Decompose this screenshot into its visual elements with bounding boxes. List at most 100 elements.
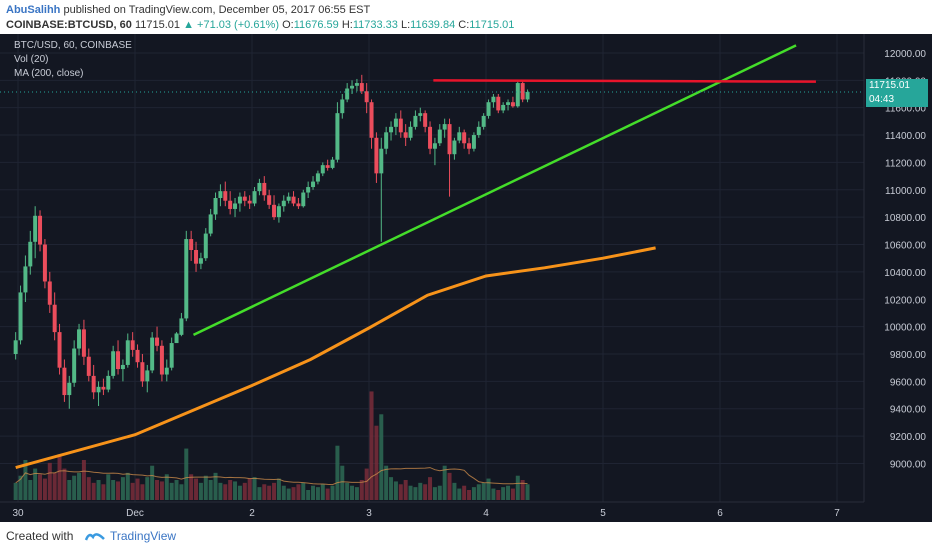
candle-body <box>213 198 218 215</box>
candle-body <box>320 165 325 174</box>
candle-body <box>257 182 262 192</box>
volume-bar <box>496 490 501 500</box>
candle-body <box>72 348 77 383</box>
volume-bar <box>198 482 203 500</box>
volume-bar <box>189 474 194 500</box>
candle-body <box>13 340 18 354</box>
candle-body <box>423 113 428 127</box>
volume-bar <box>111 480 116 500</box>
resistance-line <box>433 79 816 83</box>
volume-bar <box>77 472 82 500</box>
volume-bar <box>281 485 286 500</box>
candle-body <box>452 140 457 155</box>
candle-body <box>23 266 28 293</box>
candle-body <box>340 99 345 114</box>
candle-body <box>242 196 247 201</box>
volume-bar <box>354 487 359 500</box>
volume-bar <box>194 478 199 500</box>
candle-body <box>437 129 442 144</box>
volume-bar <box>62 468 67 500</box>
candle-body <box>325 165 330 168</box>
volume-legend[interactable]: Vol (20) <box>14 54 49 65</box>
candle-body <box>413 115 418 127</box>
volume-bar <box>423 484 428 500</box>
candle-body <box>247 200 252 204</box>
volume-bar <box>286 488 291 500</box>
open-value: 11676.59 <box>293 19 339 31</box>
volume-bar <box>33 468 38 500</box>
publish-info: published on TradingView.com, December 0… <box>63 4 371 16</box>
time-tick-label: 5 <box>600 508 606 519</box>
candle-body <box>116 351 121 370</box>
candle-body <box>91 375 96 393</box>
time-tick-label: 3 <box>366 508 372 519</box>
volume-ma-line <box>15 467 528 486</box>
volume-bar <box>130 482 135 500</box>
candle-body <box>525 91 530 100</box>
candle-body <box>228 200 233 209</box>
candle-body <box>28 241 33 267</box>
candle-body <box>354 83 359 86</box>
support-trendline <box>192 44 797 336</box>
volume-bar <box>506 485 511 500</box>
candle-body <box>364 91 369 103</box>
volume-bar <box>276 478 281 500</box>
volume-bar <box>223 484 228 500</box>
volume-bar <box>179 484 184 500</box>
tradingview-link[interactable]: TradingView <box>110 529 177 543</box>
price-tick-label: 9000.00 <box>890 459 927 470</box>
price-tick-label: 11400.00 <box>885 131 926 142</box>
candle-body <box>393 118 398 127</box>
volume-bar <box>330 485 335 500</box>
candle-body <box>496 96 501 111</box>
volume-bar <box>150 465 155 500</box>
volume-bar <box>267 485 272 500</box>
volume-bar <box>457 488 462 500</box>
price-chart[interactable]: 9000.00 9200.00 9400.00 9600.00 9800.00 10000… <box>0 34 932 522</box>
volume-bar <box>374 425 379 500</box>
candle-body <box>174 333 179 344</box>
volume-bar <box>72 475 77 500</box>
candle-body <box>106 375 111 390</box>
candle-body <box>42 244 47 282</box>
volume-bar <box>169 482 174 500</box>
candle-body <box>101 386 106 390</box>
volume-bar <box>291 487 296 500</box>
volume-bar <box>120 477 125 500</box>
candle-body <box>276 206 281 218</box>
volume-bar <box>164 474 169 500</box>
volume-bar <box>86 477 91 500</box>
ma-legend[interactable]: MA (200, close) <box>14 68 84 79</box>
volume-bar <box>437 485 442 500</box>
volume-bar <box>335 445 340 500</box>
candle-body <box>81 329 86 357</box>
price-tick-label: 9200.00 <box>890 432 927 443</box>
volume-bar <box>442 465 447 500</box>
chart-pane[interactable]: 9000.00 9200.00 9400.00 9600.00 9800.00 10000… <box>0 34 932 522</box>
volume-bar <box>325 488 330 500</box>
candle-body <box>345 88 350 100</box>
volume-bar <box>228 480 233 500</box>
candle-body <box>77 329 82 349</box>
candle-body <box>62 367 67 396</box>
volume-bar <box>101 484 106 500</box>
candle-body <box>428 126 433 149</box>
candle-body <box>159 345 164 375</box>
time-tick-label: 30 <box>12 508 24 519</box>
candle-body <box>486 102 491 116</box>
volume-bar <box>272 482 277 500</box>
price-tick-label: 11200.00 <box>885 158 926 169</box>
candle-body <box>442 124 447 130</box>
volume-bar <box>233 481 238 500</box>
bar-countdown: 04:43 <box>866 93 928 107</box>
candle-body <box>491 96 496 103</box>
volume-bar <box>476 484 481 500</box>
publish-header: AbuSalihh published on TradingView.com, … <box>6 4 370 18</box>
volume-bar <box>242 482 247 500</box>
candle-body <box>233 203 238 209</box>
price-axis <box>864 34 932 522</box>
candle-body <box>462 132 467 144</box>
candle-body <box>330 159 335 168</box>
author-link[interactable]: AbuSalihh <box>6 4 61 16</box>
price-tick-label: 10200.00 <box>884 295 926 306</box>
